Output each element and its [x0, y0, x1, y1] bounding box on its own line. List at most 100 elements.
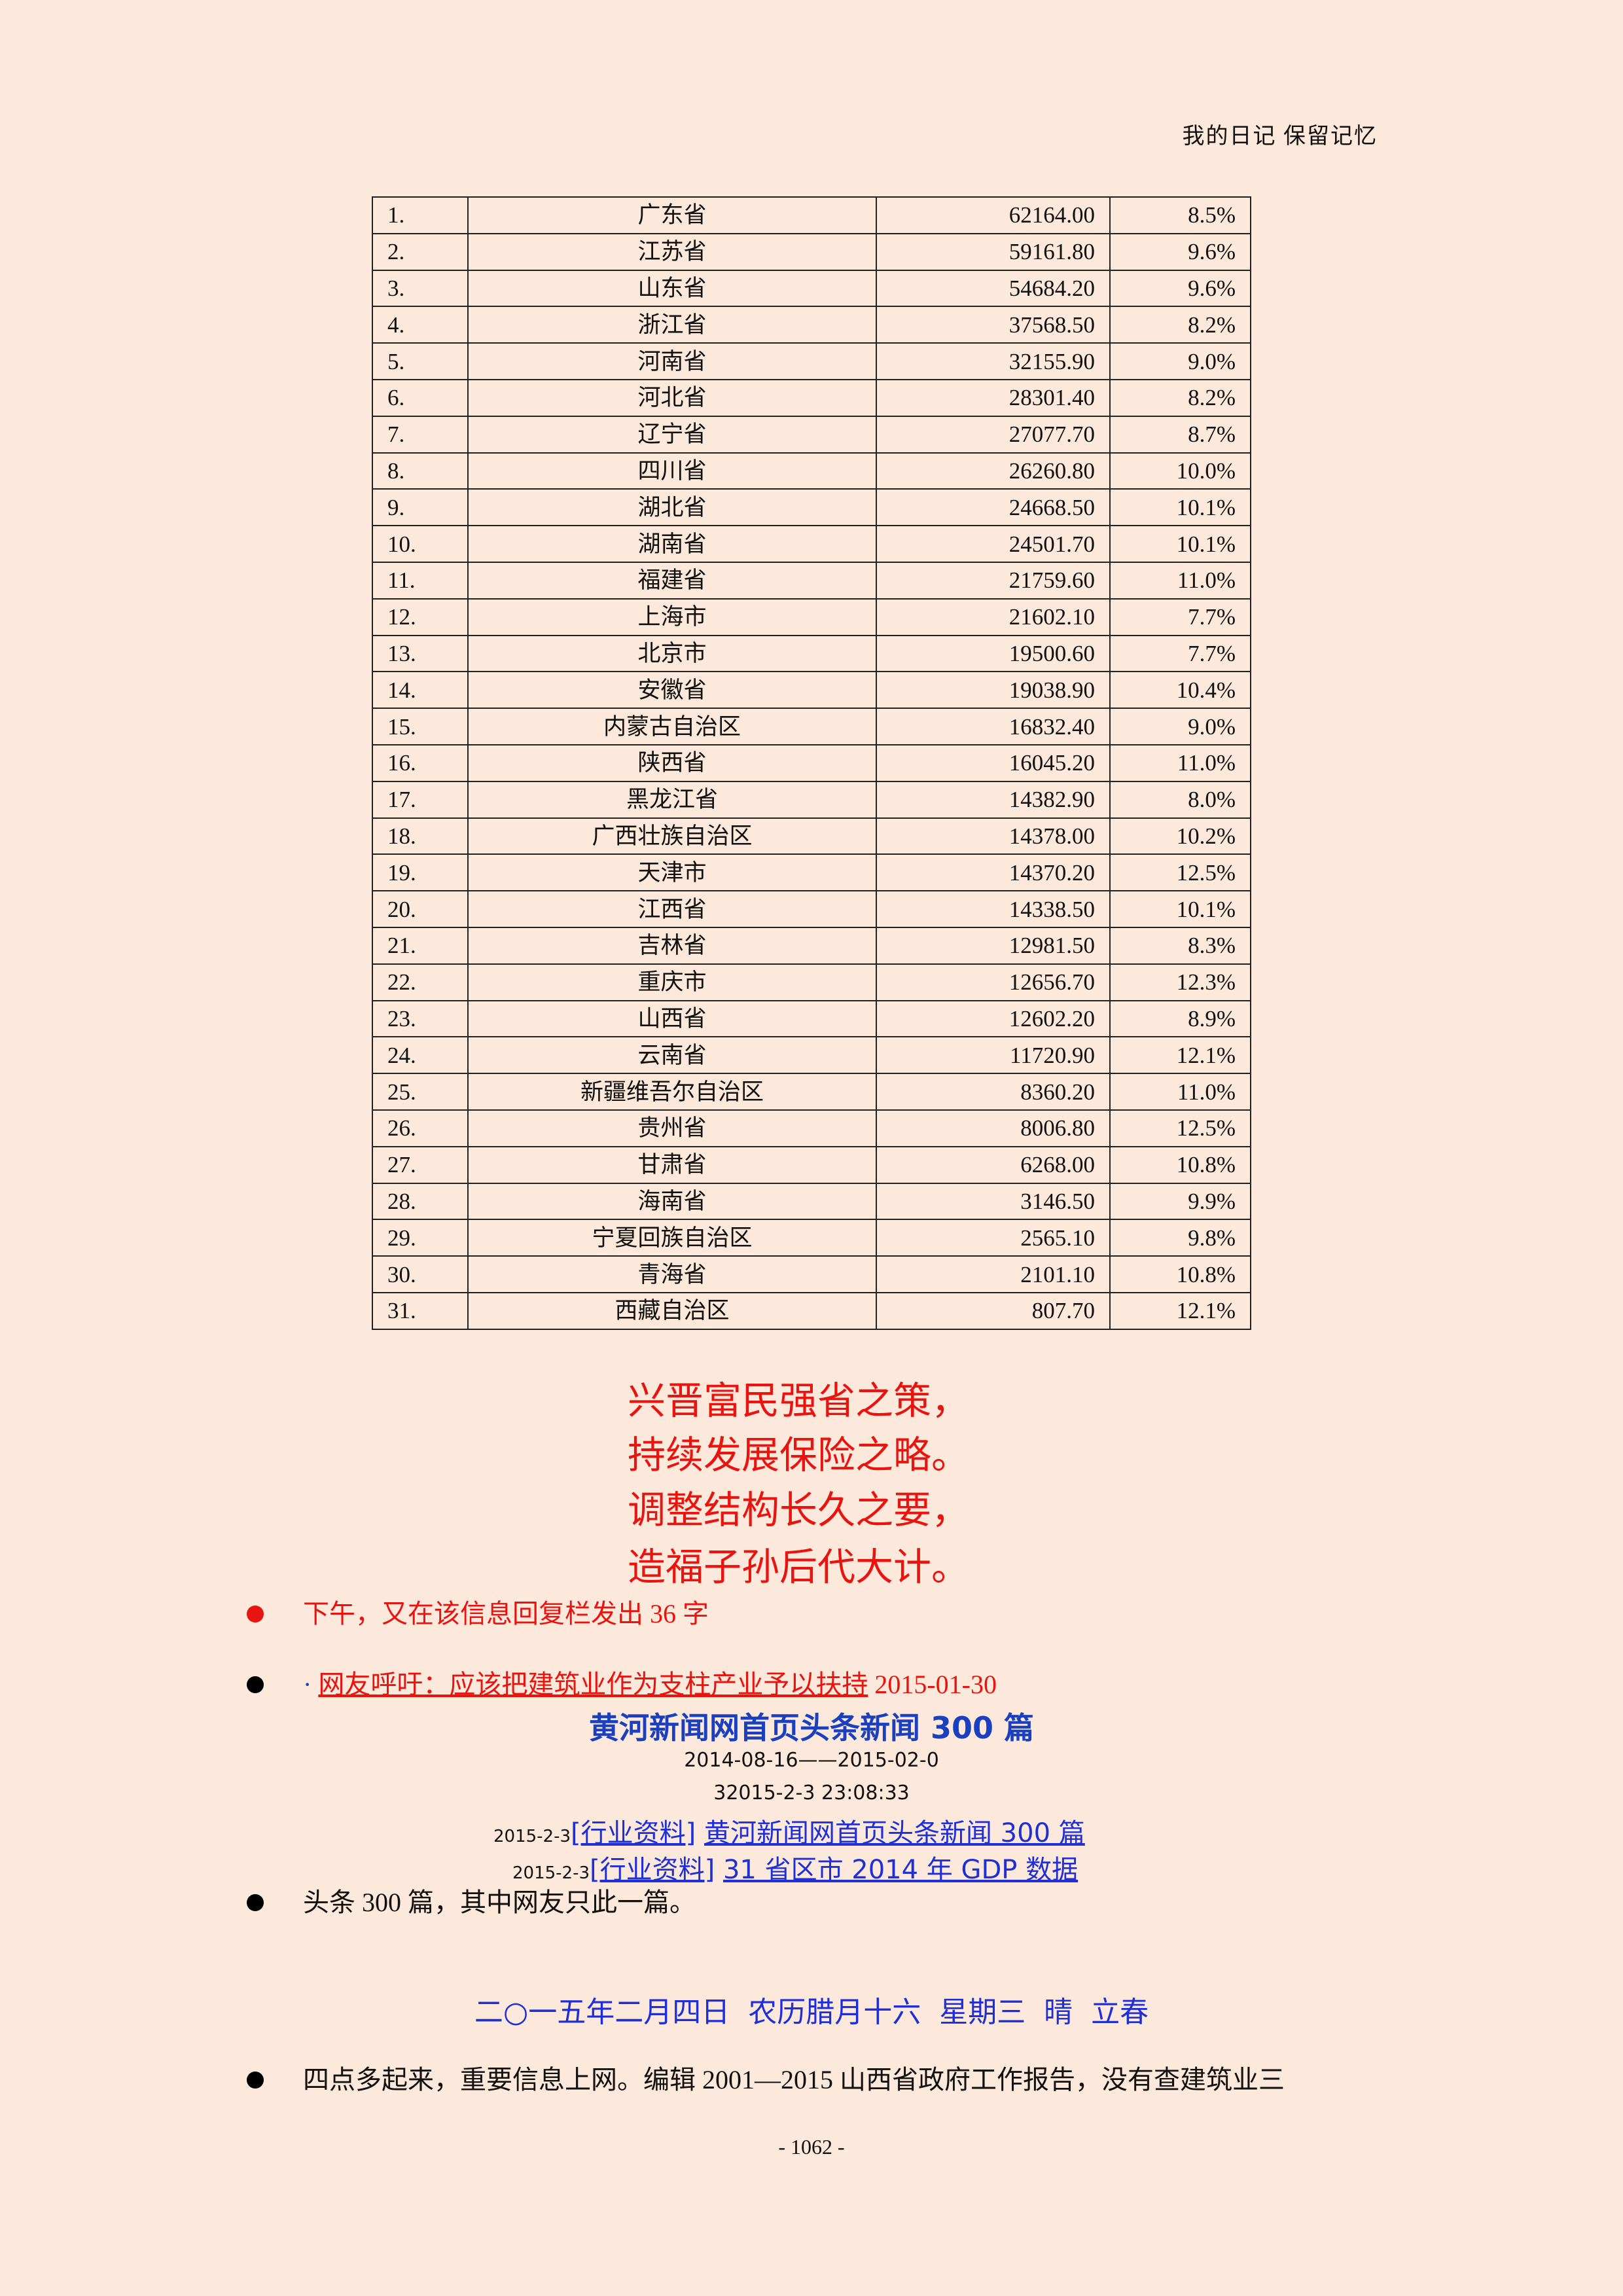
- gdp-cell: 807.70: [876, 1291, 1111, 1330]
- growth-cell: 10.2%: [1109, 817, 1251, 855]
- growth-cell: 12.1%: [1109, 1036, 1251, 1075]
- rank-cell: 16.: [372, 744, 469, 782]
- rank-cell: 5.: [372, 342, 469, 380]
- region-cell: 内蒙古自治区: [467, 708, 877, 745]
- gdp-cell: 14370.20: [876, 853, 1111, 892]
- region-cell: 广西壮族自治区: [467, 817, 877, 855]
- gdp-cell: 16832.40: [876, 708, 1111, 745]
- rank-cell: 6.: [372, 378, 469, 417]
- growth-cell: 8.0%: [1109, 780, 1251, 819]
- gdp-cell: 24668.50: [876, 488, 1111, 527]
- growth-cell: 7.7%: [1109, 598, 1251, 636]
- growth-cell: 10.1%: [1109, 525, 1251, 563]
- table-row: 13. 北京市 19500.60 7.7%: [372, 634, 1251, 673]
- growth-cell: 8.2%: [1109, 306, 1251, 344]
- growth-cell: 12.3%: [1109, 963, 1251, 1001]
- rank-cell: 26.: [372, 1109, 469, 1147]
- gdp-cell: 14338.50: [876, 890, 1111, 928]
- region-cell: 甘肃省: [467, 1145, 877, 1184]
- rank-cell: 18.: [372, 817, 469, 855]
- gdp-cell: 62164.00: [876, 196, 1111, 234]
- rank-cell: 8.: [372, 452, 469, 490]
- gdp-cell: 11720.90: [876, 1036, 1111, 1075]
- region-cell: 河北省: [467, 378, 877, 417]
- rank-cell: 14.: [372, 671, 469, 709]
- region-cell: 青海省: [467, 1255, 877, 1293]
- gdp-cell: 3146.50: [876, 1182, 1111, 1221]
- forum-post-link[interactable]: 网友呼吁：应该把建筑业作为支柱产业予以扶持: [318, 1670, 868, 1699]
- rank-cell: 12.: [372, 598, 469, 636]
- rank-cell: 22.: [372, 963, 469, 1001]
- region-cell: 安徽省: [467, 671, 877, 709]
- region-cell: 吉林省: [467, 926, 877, 965]
- growth-cell: 11.0%: [1109, 744, 1251, 782]
- table-row: 24. 云南省 11720.90 12.1%: [372, 1036, 1251, 1075]
- gdp-cell: 2565.10: [876, 1219, 1111, 1257]
- bullet-icon: [247, 1605, 264, 1623]
- region-cell: 辽宁省: [467, 415, 877, 454]
- table-row: 3. 山东省 54684.20 9.6%: [372, 269, 1251, 308]
- gdp-cell: 8006.80: [876, 1109, 1111, 1147]
- gdp-cell: 8360.20: [876, 1073, 1111, 1111]
- region-cell: 宁夏回族自治区: [467, 1219, 877, 1257]
- table-row: 6. 河北省 28301.40 8.2%: [372, 378, 1251, 417]
- gdp-table: 1. 广东省 62164.00 8.5% 2. 江苏省 59161.80 9.6% 3. 山东省 5…: [372, 196, 1251, 1330]
- table-row: 2. 江苏省 59161.80 9.6%: [372, 232, 1251, 271]
- growth-cell: 11.0%: [1109, 1073, 1251, 1111]
- poem-line: 持续发展保险之略。: [627, 1433, 969, 1477]
- table-row: 8. 四川省 26260.80 10.0%: [372, 452, 1251, 490]
- rank-cell: 10.: [372, 525, 469, 563]
- table-row: 14. 安徽省 19038.90 10.4%: [372, 671, 1251, 709]
- gdp-cell: 27077.70: [876, 415, 1111, 454]
- gdp-cell: 12981.50: [876, 926, 1111, 965]
- region-cell: 四川省: [467, 452, 877, 490]
- growth-cell: 8.5%: [1109, 196, 1251, 234]
- table-row: 25. 新疆维吾尔自治区 8360.20 11.0%: [372, 1073, 1251, 1111]
- table-row: 29. 宁夏回族自治区 2565.10 9.8%: [372, 1219, 1251, 1257]
- growth-cell: 10.1%: [1109, 488, 1251, 527]
- bullet-icon: [247, 2072, 264, 2089]
- table-row: 7. 辽宁省 27077.70 8.7%: [372, 415, 1251, 454]
- rank-cell: 4.: [372, 306, 469, 344]
- table-row: 31. 西藏自治区 807.70 12.1%: [372, 1291, 1251, 1330]
- gdp-data-link[interactable]: 31 省区市 2014 年 GDP 数据: [722, 1855, 1079, 1885]
- growth-cell: 9.0%: [1109, 342, 1251, 380]
- growth-cell: 9.6%: [1109, 269, 1251, 308]
- table-row: 11. 福建省 21759.60 11.0%: [372, 561, 1251, 600]
- region-cell: 山东省: [467, 269, 877, 308]
- poem-line: 调整结构长久之要，: [627, 1488, 969, 1532]
- growth-cell: 7.7%: [1109, 634, 1251, 673]
- growth-cell: 10.4%: [1109, 671, 1251, 709]
- table-row: 10. 湖南省 24501.70 10.1%: [372, 525, 1251, 563]
- gdp-cell: 28301.40: [876, 378, 1111, 417]
- table-row: 27. 甘肃省 6268.00 10.8%: [372, 1145, 1251, 1184]
- news-link[interactable]: 黄河新闻网首页头条新闻 300 篇: [704, 1818, 1085, 1848]
- rank-cell: 29.: [372, 1219, 469, 1257]
- table-row: 4. 浙江省 37568.50 8.2%: [372, 306, 1251, 344]
- gdp-cell: 2101.10: [876, 1255, 1111, 1293]
- growth-cell: 8.3%: [1109, 926, 1251, 965]
- growth-cell: 10.8%: [1109, 1145, 1251, 1184]
- region-cell: 上海市: [467, 598, 877, 636]
- table-row: 26. 贵州省 8006.80 12.5%: [372, 1109, 1251, 1147]
- growth-cell: 9.6%: [1109, 232, 1251, 271]
- region-cell: 山西省: [467, 999, 877, 1038]
- rank-cell: 1.: [372, 196, 469, 234]
- growth-cell: 9.8%: [1109, 1219, 1251, 1257]
- link-date: 2015-2-3: [512, 1863, 590, 1883]
- region-cell: 云南省: [467, 1036, 877, 1075]
- growth-cell: 11.0%: [1109, 561, 1251, 600]
- rank-cell: 3.: [372, 269, 469, 308]
- region-cell: 江西省: [467, 890, 877, 928]
- growth-cell: 8.9%: [1109, 999, 1251, 1038]
- region-cell: 陕西省: [467, 744, 877, 782]
- rank-cell: 15.: [372, 708, 469, 745]
- region-cell: 河南省: [467, 342, 877, 380]
- category-link[interactable]: [行业资料]: [590, 1855, 715, 1885]
- rank-cell: 9.: [372, 488, 469, 527]
- category-link[interactable]: [行业资料]: [571, 1818, 696, 1848]
- rank-cell: 7.: [372, 415, 469, 454]
- region-cell: 湖北省: [467, 488, 877, 527]
- table-row: 28. 海南省 3146.50 9.9%: [372, 1182, 1251, 1221]
- gdp-cell: 16045.20: [876, 744, 1111, 782]
